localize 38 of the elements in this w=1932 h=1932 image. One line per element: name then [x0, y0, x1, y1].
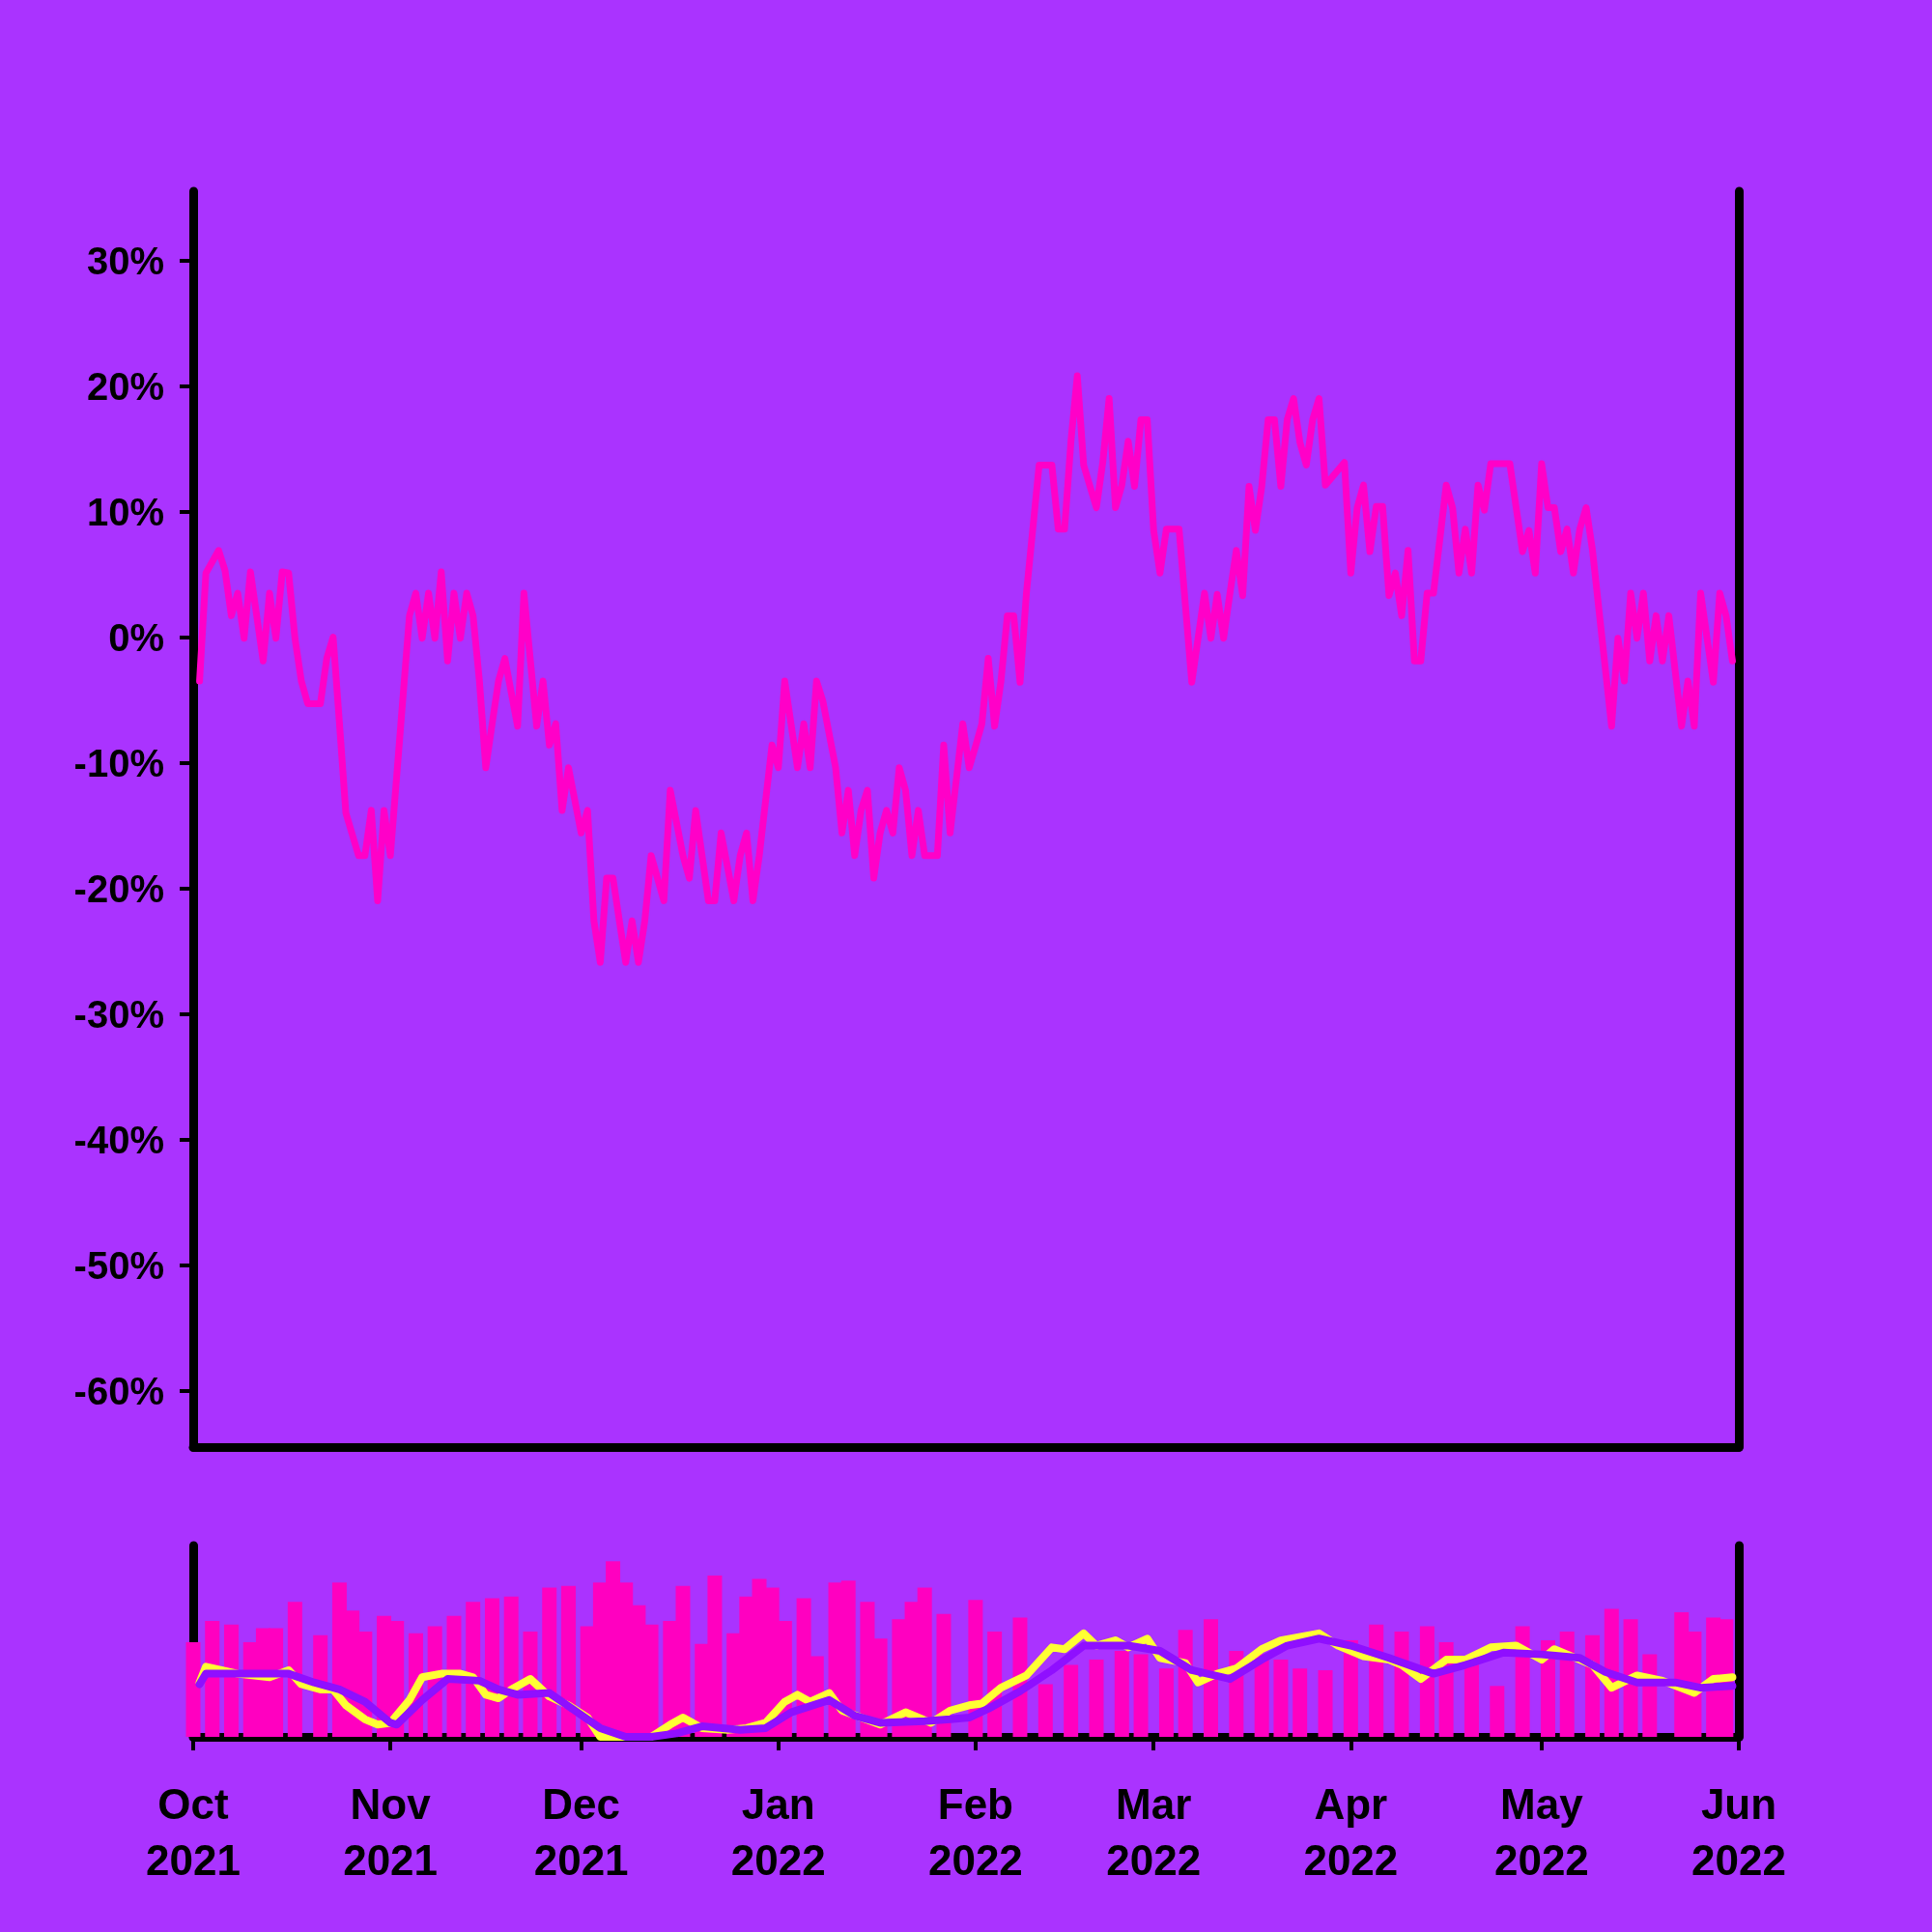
bar [1089, 1660, 1104, 1737]
x-tick-label: Jan 2022 [730, 1779, 826, 1884]
bar [1133, 1654, 1149, 1737]
y-tick-label: -30% [73, 992, 164, 1036]
y-tick-label: 10% [86, 490, 164, 533]
x-tick-label: Apr 2022 [1303, 1779, 1399, 1884]
bar [224, 1624, 240, 1737]
bar [1490, 1686, 1505, 1737]
bar [1158, 1668, 1174, 1737]
bar [1273, 1660, 1289, 1737]
bar [466, 1602, 481, 1737]
y-tick-label: -50% [73, 1243, 164, 1287]
y-tick-label: -60% [73, 1369, 164, 1412]
x-tick-label: May 2022 [1493, 1779, 1589, 1884]
y-tick-label: -40% [73, 1118, 164, 1161]
x-tick-label: Feb 2022 [927, 1779, 1023, 1884]
x-tick-label: Oct 2021 [146, 1779, 241, 1884]
bar [1114, 1650, 1129, 1737]
x-tick-label: Dec 2021 [533, 1779, 629, 1884]
bar [1293, 1668, 1308, 1737]
bar [560, 1585, 576, 1737]
bar [1037, 1684, 1053, 1737]
y-tick-label: -10% [73, 741, 164, 784]
x-tick-label: Jun 2022 [1691, 1779, 1786, 1884]
y-tick-label: 30% [86, 239, 164, 282]
bar [1559, 1632, 1575, 1737]
y-tick-label: 0% [108, 615, 164, 659]
y-tick-label: 20% [86, 364, 164, 408]
y-tick-label: -20% [73, 867, 164, 910]
x-tick-label: Nov 2021 [343, 1779, 439, 1884]
bar [1463, 1662, 1479, 1737]
bar [503, 1596, 519, 1737]
bar [1064, 1664, 1079, 1737]
bar [1318, 1669, 1333, 1737]
x-tick-label: Mar 2022 [1106, 1779, 1202, 1884]
bar [1623, 1619, 1638, 1737]
bar [542, 1587, 557, 1737]
bar [287, 1602, 302, 1737]
